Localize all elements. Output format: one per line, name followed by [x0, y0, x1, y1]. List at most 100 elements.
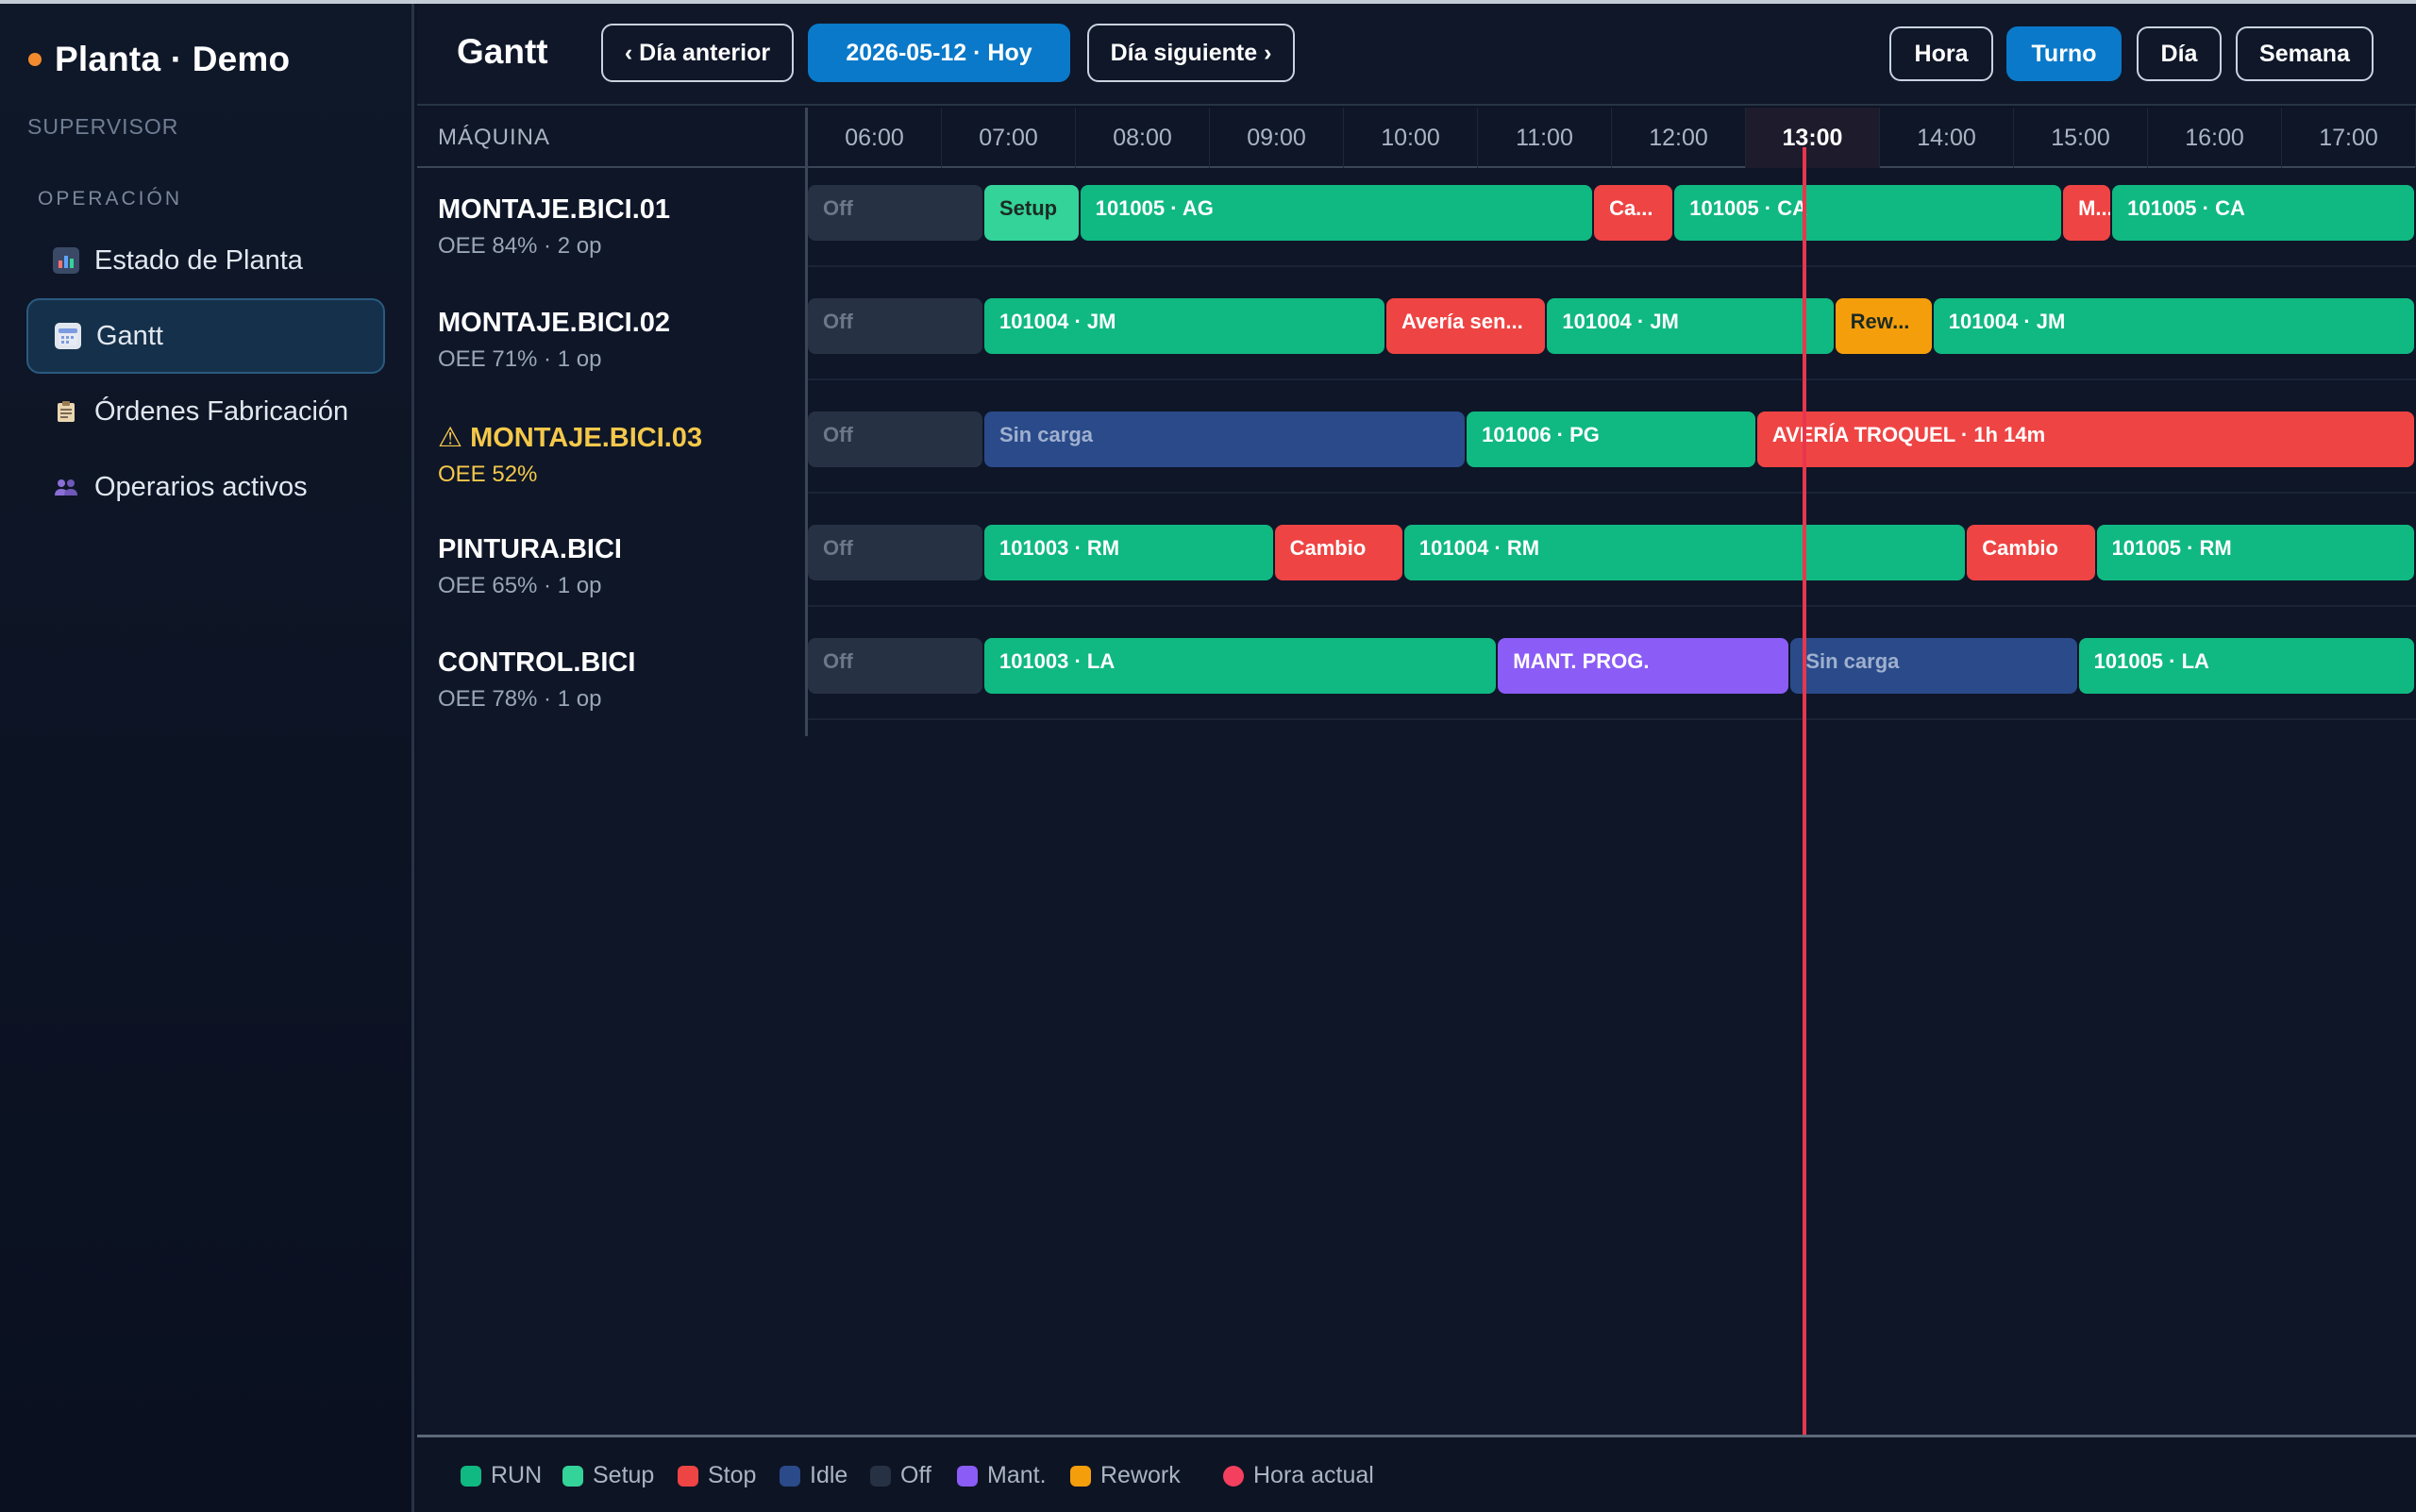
hour-label: 17:00	[2282, 108, 2416, 168]
today-button[interactable]: 2026-05-12 · Hoy	[808, 24, 1070, 82]
legend-label: Off	[900, 1462, 931, 1488]
gantt-bar-run[interactable]: 101005 · AG	[1080, 185, 1593, 241]
sidebar-item-label: Operarios activos	[94, 471, 308, 502]
clipboard-icon	[53, 398, 79, 425]
calendar-icon	[55, 323, 81, 349]
legend-swatch	[461, 1465, 481, 1487]
current-time-line	[1803, 147, 1806, 1436]
gantt-bar-off[interactable]: Off	[808, 638, 982, 694]
top-edge	[0, 0, 2416, 4]
legend-swatch	[870, 1465, 891, 1487]
legend: RUN Setup Stop Idle Off Mant. Rework Hora actua…	[417, 1435, 2416, 1512]
sidebar-item-estado-planta[interactable]: Estado de Planta	[26, 223, 385, 298]
legend-item-idle: Idle	[780, 1462, 847, 1489]
gantt-grid: MÁQUINA 06:00 07:00 08:00 09:00 10:00 11:00 12…	[417, 108, 2416, 1435]
hour-label: 07:00	[942, 108, 1076, 168]
users-icon	[53, 474, 79, 500]
hour-label: 12:00	[1612, 108, 1746, 168]
view-turno-button[interactable]: Turno	[2006, 26, 2122, 81]
gantt-bar-run[interactable]: 101004 · JM	[1547, 298, 1834, 354]
gantt-bar-run[interactable]: 101005 · CA	[2112, 185, 2414, 241]
gantt-bar-stop[interactable]: M...	[2063, 185, 2111, 241]
machine-oee: OEE 71% · 1 op	[438, 346, 602, 372]
machine-oee: OEE 52%	[438, 462, 538, 487]
brand-title: Planta · Demo	[55, 40, 291, 78]
legend-swatch	[957, 1465, 978, 1487]
sidebar-item-operarios[interactable]: Operarios activos	[26, 449, 385, 525]
machine-name: PINTURA.BICI	[438, 534, 622, 564]
legend-label: Mant.	[987, 1462, 1047, 1488]
row-divider	[808, 718, 2416, 720]
legend-item-now: Hora actual	[1223, 1462, 1374, 1489]
machine-label-1[interactable]: MONTAJE.BICI.01 OEE 84% · 2 op	[438, 194, 670, 260]
view-dia-button[interactable]: Día	[2137, 26, 2222, 81]
gantt-bar-stop[interactable]: Ca...	[1594, 185, 1673, 241]
legend-item-setup: Setup	[562, 1462, 654, 1489]
gantt-bar-run[interactable]: 101005 · CA	[1674, 185, 2062, 241]
legend-swatch	[678, 1465, 698, 1487]
row-divider	[808, 605, 2416, 607]
legend-label: Setup	[593, 1462, 655, 1488]
gantt-bar-idle[interactable]: Sin carga	[1790, 638, 2077, 694]
brand-dot-icon	[28, 53, 42, 66]
gantt-bar-off[interactable]: Off	[808, 185, 982, 241]
gantt-bar-stop[interactable]: Cambio	[1274, 525, 1402, 580]
hour-label: 14:00	[1880, 108, 2014, 168]
hour-label: 11:00	[1478, 108, 1612, 168]
bar-chart-icon	[53, 247, 79, 274]
gantt-bar-run[interactable]: 101004 · JM	[1933, 298, 2414, 354]
machine-name-text: MONTAJE.BICI.03	[470, 423, 703, 453]
sidebar-item-gantt[interactable]: Gantt	[26, 298, 385, 374]
legend-label: RUN	[491, 1462, 543, 1488]
gantt-bar-idle[interactable]: Sin carga	[983, 412, 1466, 467]
legend-item-stop: Stop	[678, 1462, 756, 1489]
prev-day-button[interactable]: ‹ Día anterior	[601, 24, 794, 82]
page-title: Gantt	[457, 32, 548, 71]
machine-label-5[interactable]: CONTROL.BICI OEE 78% · 1 op	[438, 647, 635, 713]
legend-item-off: Off	[870, 1462, 931, 1489]
gantt-bar-off[interactable]: Off	[808, 525, 982, 580]
column-header: MÁQUINA 06:00 07:00 08:00 09:00 10:00 11:00 12…	[417, 108, 2416, 168]
hour-label: 08:00	[1076, 108, 1210, 168]
gantt-bar-rework[interactable]: Rew...	[1835, 298, 1932, 354]
gantt-bar-stop[interactable]: Cambio	[1967, 525, 2095, 580]
machine-name: MONTAJE.BICI.02	[438, 308, 671, 338]
gantt-bar-run[interactable]: 101003 · RM	[983, 525, 1273, 580]
toolbar: Gantt ‹ Día anterior 2026-05-12 · Hoy Dí…	[417, 4, 2416, 106]
gantt-bar-run[interactable]: 101006 · PG	[1467, 412, 1755, 467]
gantt-bar-run[interactable]: 101005 · RM	[2096, 525, 2414, 580]
gantt-bar-off[interactable]: Off	[808, 298, 982, 354]
next-day-button[interactable]: Día siguiente ›	[1087, 24, 1295, 82]
view-hora-button[interactable]: Hora	[1889, 26, 1993, 81]
gantt-bar-stop[interactable]: Avería sen...	[1385, 298, 1546, 354]
gantt-bar-run[interactable]: 101004 · RM	[1403, 525, 1966, 580]
sidebar-item-ordenes[interactable]: Órdenes Fabricación	[26, 374, 385, 449]
gantt-bar-run[interactable]: 101004 · JM	[983, 298, 1384, 354]
machine-oee: OEE 65% · 1 op	[438, 573, 602, 598]
legend-label: Stop	[708, 1462, 757, 1488]
legend-swatch	[1070, 1465, 1091, 1487]
gantt-bar-stop[interactable]: AVERÍA TROQUEL · 1h 14m	[1756, 412, 2414, 467]
row-divider	[808, 265, 2416, 267]
machine-name: ⚠ MONTAJE.BICI.03	[438, 421, 702, 454]
hour-label: 09:00	[1210, 108, 1344, 168]
gantt-bar-run[interactable]: 101003 · LA	[983, 638, 1497, 694]
row-divider	[808, 492, 2416, 494]
row-divider	[808, 378, 2416, 380]
machine-label-4[interactable]: PINTURA.BICI OEE 65% · 1 op	[438, 534, 622, 599]
sidebar-item-label: Gantt	[96, 320, 163, 351]
view-semana-button[interactable]: Semana	[2236, 26, 2374, 81]
hour-label: 16:00	[2148, 108, 2282, 168]
machine-name: CONTROL.BICI	[438, 647, 636, 678]
machine-column-header: MÁQUINA	[438, 125, 551, 150]
gantt-bar-run[interactable]: 101005 · LA	[2078, 638, 2414, 694]
gantt-bar-setup[interactable]: Setup	[983, 185, 1079, 241]
hour-label: 15:00	[2014, 108, 2148, 168]
legend-item-run: RUN	[461, 1462, 542, 1489]
hour-label: 10:00	[1344, 108, 1478, 168]
legend-label: Idle	[810, 1462, 848, 1488]
machine-label-2[interactable]: MONTAJE.BICI.02 OEE 71% · 1 op	[438, 308, 670, 373]
machine-label-3[interactable]: ⚠ MONTAJE.BICI.03 OEE 52%	[438, 421, 702, 488]
gantt-bar-off[interactable]: Off	[808, 412, 982, 467]
gantt-bar-mant[interactable]: MANT. PROG.	[1498, 638, 1789, 694]
